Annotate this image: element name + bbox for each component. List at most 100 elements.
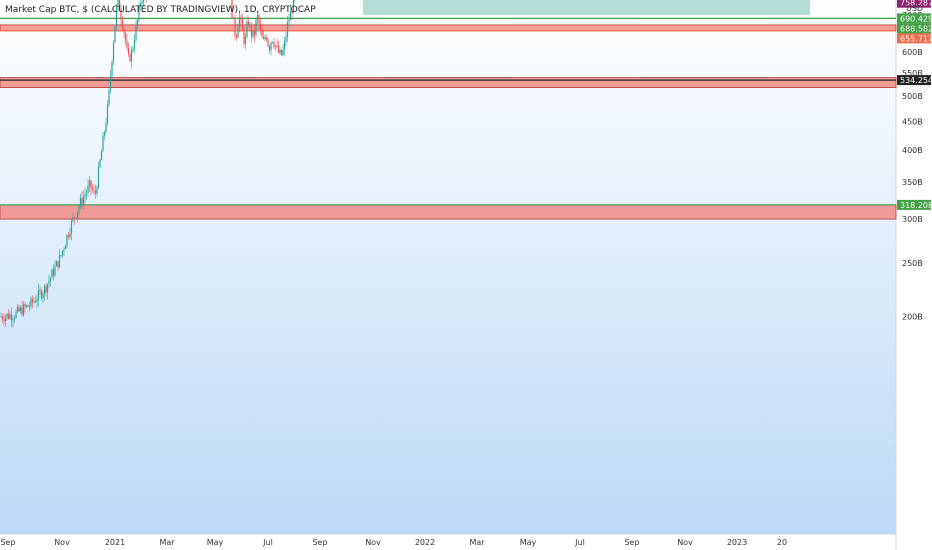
candle-body bbox=[96, 188, 98, 194]
candle-body bbox=[7, 313, 10, 319]
candle-body bbox=[64, 245, 67, 250]
x-tick-label: 20 bbox=[777, 538, 787, 547]
candle-body bbox=[91, 188, 94, 191]
candle-body bbox=[100, 151, 103, 161]
x-tick-label: Nov bbox=[54, 538, 70, 547]
candle-body bbox=[72, 217, 74, 221]
candle-body bbox=[129, 54, 131, 62]
candle-body bbox=[262, 37, 265, 39]
candle-body bbox=[18, 307, 20, 312]
candle-body bbox=[142, 0, 145, 3]
candle-body bbox=[3, 319, 5, 322]
x-tick-label: Mar bbox=[469, 538, 485, 547]
candle-body bbox=[99, 160, 101, 167]
price-label-badge bbox=[897, 13, 931, 24]
candle-body bbox=[138, 6, 140, 21]
candle-body bbox=[88, 180, 91, 186]
y-tick-label: 500B bbox=[902, 92, 923, 101]
candle-body bbox=[234, 18, 236, 36]
candle-body bbox=[274, 45, 277, 47]
candle-body bbox=[244, 36, 247, 44]
candle-body bbox=[67, 235, 70, 237]
price-label-text: 690.429B bbox=[900, 14, 932, 23]
candle-body bbox=[36, 300, 38, 303]
resistance-zone bbox=[0, 77, 897, 88]
candle-body bbox=[264, 37, 266, 39]
candle-body bbox=[84, 195, 86, 198]
candle-body bbox=[118, 0, 121, 9]
x-tick-label: Nov bbox=[677, 538, 693, 547]
candle-body bbox=[265, 37, 268, 40]
candle-body bbox=[235, 35, 238, 38]
candle-body bbox=[103, 131, 106, 136]
candle-body bbox=[39, 290, 41, 291]
candle-body bbox=[258, 15, 260, 24]
candle-body bbox=[276, 45, 278, 47]
candle-body bbox=[78, 206, 80, 212]
candle-body bbox=[6, 313, 8, 317]
price-label-badge bbox=[897, 75, 931, 86]
y-tick-label: 450B bbox=[902, 118, 923, 127]
candle-body bbox=[133, 40, 136, 49]
candle-body bbox=[259, 23, 262, 29]
candle-body bbox=[283, 41, 286, 50]
candle-body bbox=[124, 33, 127, 41]
currency-label: USD bbox=[906, 4, 923, 13]
candle-body bbox=[271, 41, 274, 43]
candle-body bbox=[4, 316, 7, 322]
candle-body bbox=[270, 42, 272, 51]
candle-body bbox=[108, 89, 110, 105]
candle-body bbox=[97, 166, 100, 188]
price-label-text: 655.717B bbox=[900, 34, 932, 43]
candle-body bbox=[49, 277, 52, 281]
candle-body bbox=[81, 197, 83, 205]
candle-body bbox=[105, 123, 107, 132]
candle-body bbox=[52, 269, 55, 276]
candle-body bbox=[111, 61, 113, 77]
candle-body bbox=[237, 27, 239, 38]
candle-body bbox=[246, 21, 248, 37]
candle-body bbox=[66, 235, 68, 246]
candle-body bbox=[291, 11, 293, 14]
candle-body bbox=[43, 286, 46, 295]
candle-body bbox=[60, 255, 62, 256]
y-tick-label: 400B bbox=[902, 146, 923, 155]
candle-body bbox=[33, 301, 35, 303]
candle-body bbox=[0, 316, 2, 318]
candle-body bbox=[267, 39, 269, 47]
x-tick-label: 2021 bbox=[105, 538, 125, 547]
candle-body bbox=[82, 197, 85, 205]
candle-body bbox=[102, 135, 104, 152]
candle-body bbox=[282, 49, 284, 56]
candle-body bbox=[76, 211, 79, 219]
x-tick-label: Nov bbox=[365, 538, 381, 547]
candle-body bbox=[9, 314, 11, 319]
candle-body bbox=[25, 305, 28, 307]
candle-body bbox=[255, 19, 257, 36]
x-tick-label: Jul bbox=[262, 538, 273, 547]
candle-body bbox=[106, 104, 109, 124]
candle-body bbox=[127, 47, 130, 54]
candle-body bbox=[51, 269, 53, 278]
candle-body bbox=[126, 40, 128, 48]
candle-body bbox=[70, 220, 73, 234]
candle-body bbox=[252, 30, 254, 37]
y-tick-label: 250B bbox=[902, 259, 923, 268]
candle-body bbox=[280, 50, 283, 56]
price-label-badge bbox=[897, 33, 931, 44]
candle-body bbox=[279, 50, 281, 53]
y-tick-label: 600B bbox=[902, 48, 923, 57]
candle-body bbox=[141, 2, 143, 4]
candle-body bbox=[292, 0, 295, 14]
candle-body bbox=[109, 76, 112, 90]
candle-body bbox=[58, 255, 61, 268]
candle-body bbox=[57, 261, 59, 268]
candle-body bbox=[22, 304, 25, 315]
candle-body bbox=[232, 16, 235, 19]
candle-body bbox=[241, 19, 244, 30]
candle-body bbox=[16, 307, 19, 312]
candle-body bbox=[120, 8, 122, 20]
candle-body bbox=[114, 26, 116, 43]
candle-body bbox=[132, 48, 134, 51]
price-label-badge bbox=[897, 199, 931, 210]
